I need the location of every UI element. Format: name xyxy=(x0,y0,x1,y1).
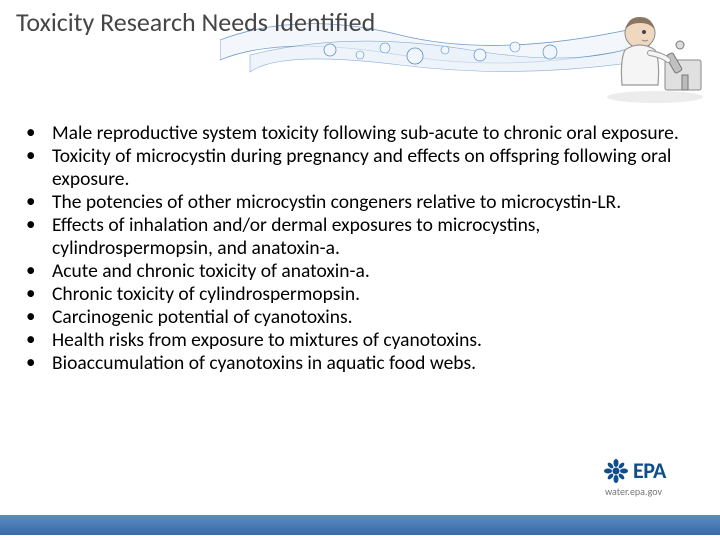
epa-logo: EPA water.epa.gov xyxy=(603,457,698,498)
bullet-item: Health risks from exposure to mixtures o… xyxy=(20,329,700,352)
scientist-illustration xyxy=(600,5,710,105)
bullet-list: Male reproductive system toxicity follow… xyxy=(20,122,700,375)
bullet-item: Carcinogenic potential of cyanotoxins. xyxy=(20,306,700,329)
epa-url: water.epa.gov xyxy=(605,485,698,498)
footer-bar xyxy=(0,515,720,535)
bullet-item: Effects of inhalation and/or dermal expo… xyxy=(20,214,700,260)
slide-content: Male reproductive system toxicity follow… xyxy=(0,100,720,375)
bullet-item: Bioaccumulation of cyanotoxins in aquati… xyxy=(20,352,700,375)
bullet-item: Toxicity of microcystin during pregnancy… xyxy=(20,145,700,191)
bullet-item: The potencies of other microcystin conge… xyxy=(20,191,700,214)
bullet-item: Acute and chronic toxicity of anatoxin-a… xyxy=(20,260,700,283)
bullet-item: Chronic toxicity of cylindrospermopsin. xyxy=(20,283,700,306)
slide-header: Toxicity Research Needs Identified xyxy=(0,0,720,100)
epa-logo-text: EPA xyxy=(633,457,666,484)
bullet-item: Male reproductive system toxicity follow… xyxy=(20,122,700,145)
epa-flower-icon xyxy=(603,458,629,484)
